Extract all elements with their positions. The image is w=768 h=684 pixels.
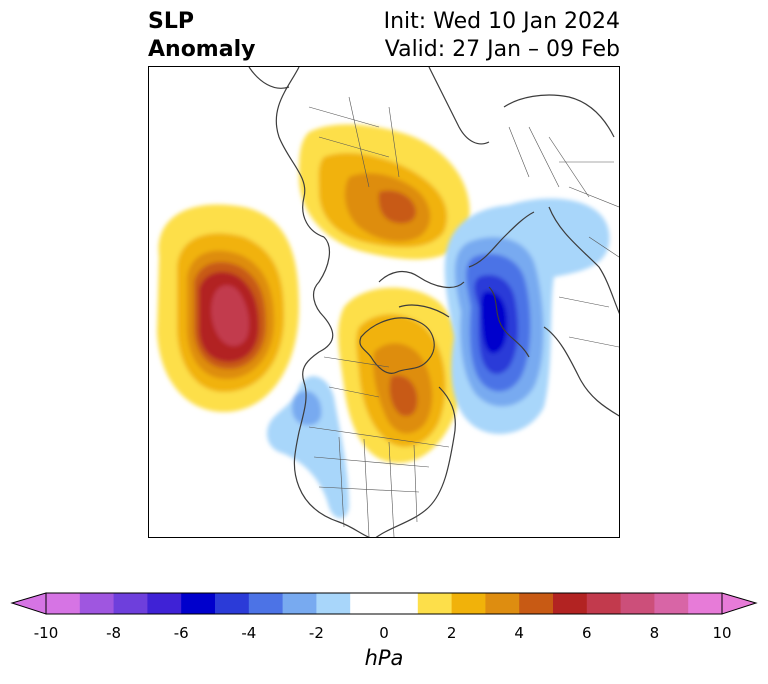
colorbar-cell	[181, 593, 216, 614]
colorbar-tick-label: 4	[514, 624, 524, 642]
colorbar-unit-label: hPa	[364, 646, 404, 670]
anomaly-map	[157, 67, 619, 537]
colorbar-cell	[215, 593, 250, 614]
colorbar-cell	[586, 593, 622, 614]
colorbar-cell	[350, 593, 385, 614]
colorbar-max-extension	[721, 592, 758, 615]
colorbar-tick-label: 0	[379, 624, 389, 642]
colorbar-tick-label: -8	[106, 624, 122, 642]
colorbar-tick-label: 6	[582, 624, 592, 642]
colorbar-cell	[688, 593, 723, 614]
title-line-2: Anomaly	[148, 37, 256, 62]
anomaly-low-europe	[444, 198, 610, 434]
forecast-dates: Init: Wed 10 Jan 2024 Valid: 27 Jan – 09…	[384, 8, 620, 64]
anomaly-high-hudson	[338, 287, 463, 463]
colorbar-cell	[248, 593, 284, 614]
colorbar-tick-label: 10	[712, 624, 732, 642]
colorbar-cell	[316, 593, 351, 614]
colorbar-tick-label: -6	[173, 624, 189, 642]
valid-dates: Valid: 27 Jan – 09 Feb	[384, 37, 620, 62]
colorbar-tick-label: -4	[241, 624, 257, 642]
colorbar-cell	[46, 593, 81, 614]
anomaly-high-pacific	[157, 204, 299, 412]
colorbar-cell	[282, 593, 317, 614]
colorbar-cell	[417, 593, 453, 614]
colorbar-cell	[553, 593, 588, 614]
coastlines	[248, 67, 619, 537]
map-panel	[148, 66, 620, 538]
anomaly-low-westcoast	[267, 376, 349, 519]
colorbar-cell	[147, 593, 182, 614]
colorbar-tick-label: -2	[308, 624, 324, 642]
colorbar-tick-label: 2	[446, 624, 457, 642]
colorbar-cell	[113, 593, 148, 614]
colorbar-cell	[620, 593, 655, 614]
colorbar-cell	[519, 593, 554, 614]
colorbar-cell	[79, 593, 115, 614]
title-line-1: SLP	[148, 9, 194, 34]
colorbar-cell	[384, 593, 419, 614]
political-borders	[308, 96, 619, 537]
colorbar-min-extension	[10, 592, 47, 615]
map-title: SLP Anomaly	[148, 8, 255, 64]
anomaly-high-arctic	[299, 124, 470, 260]
colorbar-tick-label: -10	[33, 624, 59, 642]
colorbar-tick-label: 8	[649, 624, 660, 642]
colorbar-cell	[451, 593, 486, 614]
colorbar-cell	[654, 593, 689, 614]
init-date: Init: Wed 10 Jan 2024	[383, 9, 620, 34]
colorbar	[10, 592, 758, 615]
colorbar-cell	[485, 593, 520, 614]
colorbar-frame	[45, 592, 723, 615]
